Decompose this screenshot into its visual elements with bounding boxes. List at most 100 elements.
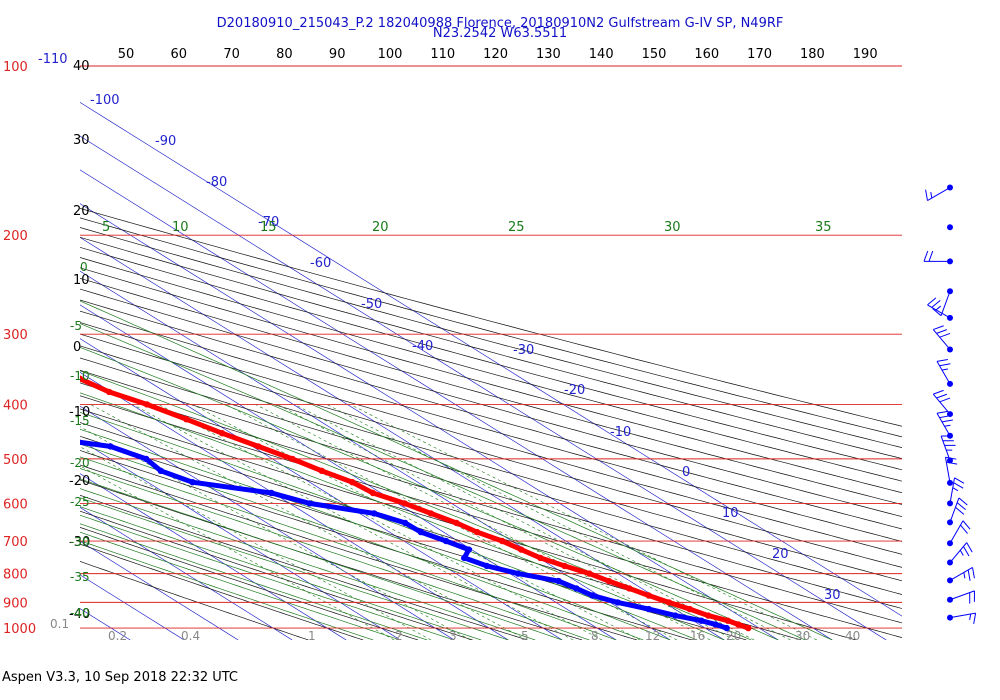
- wind-barb-staff: [940, 435, 951, 461]
- wind-barb-half-flag: [930, 192, 933, 199]
- temperature-trace-point: [80, 375, 83, 382]
- mixing-ratio-label: 1: [308, 629, 316, 643]
- wind-barb-flag: [933, 389, 944, 395]
- moist-adiabat-line: [80, 478, 563, 640]
- moist-adiabat-line: [80, 323, 806, 640]
- dewpoint-trace-point: [442, 537, 450, 545]
- wind-barb-flag: [932, 308, 942, 317]
- pressure-label: 200: [3, 229, 28, 244]
- wind-barb-staff: [949, 590, 975, 601]
- isotherm-label: -70: [258, 215, 279, 230]
- temperature-trace-point: [626, 585, 633, 592]
- wind-barb-staff: [944, 457, 951, 483]
- wind-barb: [944, 456, 958, 486]
- moist-adiabat-line: [80, 456, 617, 640]
- theta-label: 40: [73, 59, 90, 74]
- wind-barb-flag: [967, 569, 971, 581]
- dry-adiabat-line: [80, 288, 902, 517]
- dry-adiabat-line: [80, 357, 902, 595]
- mixing-ratio-label: 8: [591, 629, 599, 643]
- dewpoint-trace-point: [9, 430, 15, 436]
- dry-adiabat-line: [80, 561, 309, 640]
- wind-barb-staff: [949, 520, 964, 544]
- temperature-trace-point: [427, 510, 434, 517]
- moist-adiabat-line: [80, 523, 428, 640]
- wind-barb-flag: [925, 189, 928, 201]
- theta-label: 10: [73, 273, 90, 288]
- top-scale-label: 170: [747, 47, 772, 62]
- moist-adiabat-label: -20: [70, 456, 90, 470]
- isotherm-line: [80, 608, 131, 640]
- temperature-trace-point: [498, 537, 506, 545]
- wind-barb: [936, 358, 953, 387]
- wind-barb-flag: [972, 567, 975, 579]
- wind-barb-flag: [941, 419, 953, 423]
- wind-barb-staff: [936, 361, 951, 385]
- dewpoint-trace-point: [142, 455, 150, 463]
- temperature-trace-point: [289, 455, 296, 463]
- wind-barb: [932, 325, 953, 353]
- wind-barb-staff: [949, 566, 973, 581]
- dewpoint-trace-point: [57, 389, 63, 395]
- wind-barb-flag: [936, 393, 948, 399]
- isotherm-line: [80, 371, 509, 640]
- top-scale-label: 120: [483, 47, 508, 62]
- dewpoint-trace-point: [157, 467, 164, 474]
- dry-adiabat-line: [80, 236, 902, 459]
- theta-label: -10: [69, 405, 90, 420]
- dewpoint-trace-point: [483, 562, 490, 570]
- wind-barb-flag: [923, 250, 929, 262]
- temperature-trace-point: [561, 562, 568, 570]
- temperature-trace-point: [518, 546, 525, 553]
- wind-barb-half-flag: [959, 550, 964, 556]
- dewpoint-trace-point: [268, 489, 275, 497]
- moist-adiabat-line: [80, 497, 509, 640]
- moist-adiabat-line: [80, 300, 833, 640]
- moist-adiabat-line: [80, 514, 455, 640]
- mixing-ratio-line: [294, 404, 755, 640]
- mixing-ratio-label: 12: [645, 629, 660, 643]
- dewpoint-trace-point: [107, 443, 114, 450]
- temperature-trace-point: [745, 624, 752, 632]
- dry-adiabat-line: [80, 246, 902, 471]
- moist-adiabat-label: 5: [102, 220, 110, 235]
- moist-adiabat-line: [80, 531, 401, 640]
- top-scale-label: 50: [118, 47, 135, 62]
- moist-adiabat-label: 30: [664, 220, 681, 235]
- wind-barb: [940, 435, 956, 464]
- wind-barb-flag: [933, 325, 944, 331]
- top-scale-label: 60: [171, 47, 188, 62]
- temperature-trace-point: [686, 605, 693, 613]
- isotherm-label: -110: [38, 52, 68, 67]
- pressure-label: 900: [3, 596, 28, 611]
- wind-barb: [947, 590, 975, 604]
- top-scale-label: 180: [800, 47, 825, 62]
- dry-adiabat-line: [80, 408, 856, 640]
- wind-barb-flag: [931, 299, 941, 308]
- top-scale-label: 190: [853, 47, 878, 62]
- moist-adiabat-line: [80, 392, 725, 640]
- moist-adiabat-label: 20: [372, 220, 389, 235]
- dry-adiabat-line: [80, 322, 902, 555]
- dry-adiabat-line: [80, 299, 902, 530]
- wind-barb-station: [947, 224, 953, 231]
- moist-adiabat-label: 15: [260, 220, 277, 235]
- wind-barb-staff: [927, 187, 951, 201]
- moist-adiabat-line: [80, 346, 779, 640]
- isotherm-line: [80, 540, 239, 640]
- dewpoint-trace-point: [465, 546, 472, 553]
- isotherm-label: 10: [722, 506, 739, 521]
- moist-adiabat-line: [80, 443, 644, 640]
- dry-adiabat-line: [80, 510, 473, 640]
- wind-barb-flag: [939, 397, 951, 403]
- temperature-trace-point: [401, 500, 408, 507]
- wind-barb-staff: [940, 291, 951, 316]
- dewpoint-trace-point: [306, 500, 313, 507]
- isotherm-label: -100: [90, 93, 120, 108]
- mixing-ratio-line: [90, 404, 527, 640]
- dewpoint-trace-point: [370, 510, 378, 517]
- wind-barb-half-flag: [952, 487, 959, 492]
- mixing-ratio-label: 0.2: [108, 629, 127, 643]
- mixing-ratio-label: 3: [449, 629, 457, 643]
- dry-adiabat-line: [80, 208, 902, 427]
